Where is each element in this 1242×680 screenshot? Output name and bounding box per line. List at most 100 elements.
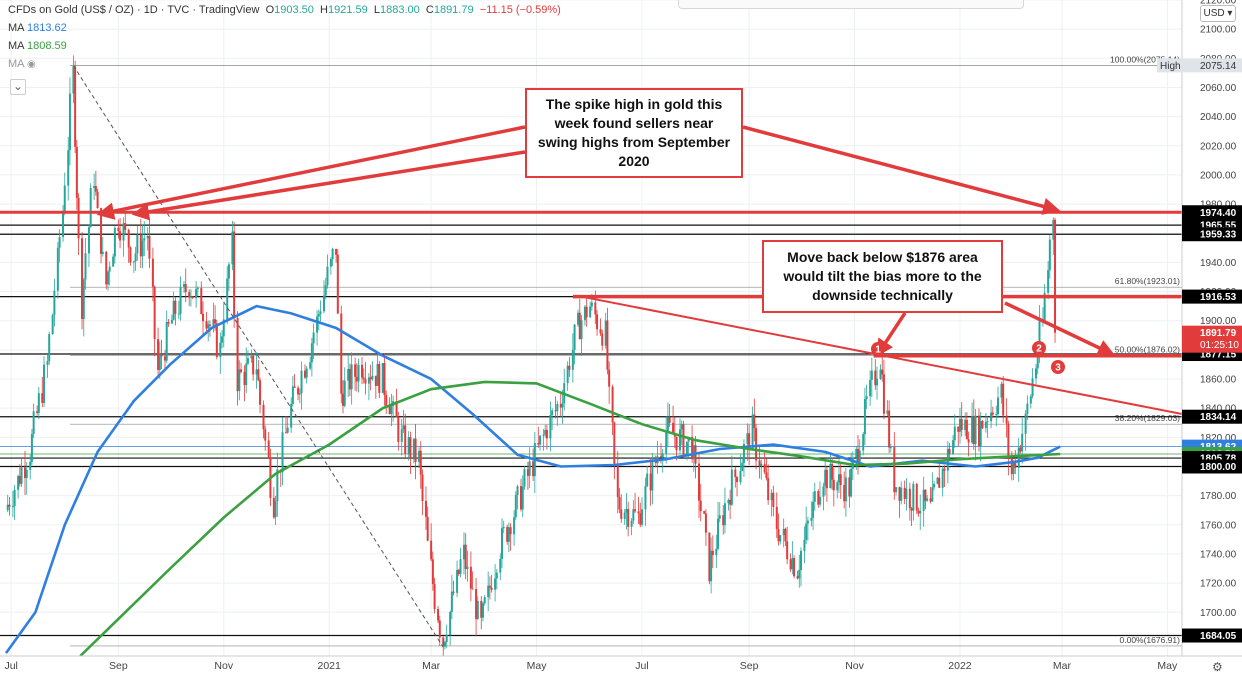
- candle: [290, 397, 293, 433]
- candle: [170, 314, 173, 324]
- candle: [77, 193, 80, 256]
- candle: [739, 454, 742, 485]
- candle-body: [879, 369, 882, 379]
- candle-body: [919, 510, 922, 514]
- candle-body: [751, 414, 754, 450]
- candle-body: [675, 436, 678, 451]
- candle-body: [806, 520, 809, 524]
- candle: [409, 431, 412, 474]
- candle: [929, 486, 932, 504]
- level-tag: 1684.05: [1200, 631, 1237, 642]
- candle-body: [967, 439, 970, 443]
- candle: [430, 523, 433, 562]
- candle: [882, 359, 885, 420]
- candle-body: [539, 435, 542, 445]
- candle-body: [400, 429, 403, 442]
- candle-body: [948, 448, 951, 454]
- candle: [960, 402, 963, 437]
- candle-body: [666, 417, 669, 431]
- candle: [43, 356, 46, 408]
- candle-body: [559, 403, 562, 408]
- ma2-legend[interactable]: MA 1808.59: [8, 40, 67, 52]
- fib-label: 38.20%(1829.03): [1115, 413, 1180, 423]
- ma2-value: 1808.59: [26, 40, 67, 52]
- candle: [981, 419, 984, 430]
- candle: [915, 482, 918, 515]
- candle-body: [402, 425, 405, 430]
- candle-body: [796, 576, 799, 579]
- candle: [926, 495, 929, 503]
- candle-body: [385, 395, 388, 406]
- candle: [122, 217, 125, 257]
- candle: [1041, 307, 1044, 327]
- candle: [94, 170, 97, 196]
- candle-body: [43, 364, 46, 403]
- candle: [680, 420, 683, 446]
- candle-body: [151, 258, 154, 287]
- candle-body: [639, 513, 642, 525]
- candle: [627, 501, 630, 537]
- candle-body: [81, 238, 84, 320]
- level-tag-bg: [1182, 459, 1242, 474]
- candle: [523, 466, 526, 490]
- candle-body: [727, 499, 730, 504]
- candle-body: [236, 317, 239, 392]
- ma3-legend[interactable]: MA ◉: [8, 58, 36, 70]
- candle: [456, 560, 459, 598]
- candle-body: [943, 468, 946, 471]
- candle-body: [620, 509, 623, 519]
- ma1-legend[interactable]: MA 1813.62: [8, 22, 67, 34]
- candle-body: [520, 486, 523, 510]
- candle-body: [680, 424, 683, 430]
- candle-body: [407, 437, 410, 454]
- candle-body: [912, 483, 915, 511]
- candle: [836, 480, 839, 499]
- candle: [656, 440, 659, 474]
- candle: [36, 405, 39, 416]
- candle: [822, 482, 825, 511]
- time-tick-label: Jul: [635, 660, 648, 672]
- candle: [81, 232, 84, 330]
- candle-body: [979, 420, 982, 447]
- candle: [421, 469, 424, 516]
- candle-body: [931, 487, 934, 502]
- price-tick-label: 2020.00: [1200, 141, 1237, 152]
- candle: [129, 246, 132, 266]
- candle-body: [174, 300, 177, 314]
- candle-body: [957, 426, 960, 432]
- open-value: 1903.50: [274, 4, 314, 16]
- expand-icon[interactable]: ⌄: [10, 79, 26, 95]
- candle-body: [1002, 383, 1005, 416]
- candle-body: [24, 467, 27, 479]
- candle: [516, 484, 519, 510]
- candle-body: [221, 336, 224, 343]
- currency-select[interactable]: USD ▾: [1200, 5, 1236, 22]
- candle: [240, 362, 243, 374]
- candle: [839, 461, 842, 499]
- arrow-to-sep-high-1: [96, 125, 526, 220]
- candle-body: [215, 323, 218, 358]
- candle-body: [941, 468, 944, 488]
- price-tick-label: 2040.00: [1200, 112, 1237, 123]
- candle: [903, 480, 906, 505]
- candle-body: [704, 513, 707, 533]
- candle-body: [659, 456, 662, 458]
- settings-gear-icon[interactable]: ⚙: [1212, 660, 1223, 674]
- eye-hidden-icon[interactable]: ◉: [26, 59, 36, 70]
- candle: [979, 412, 982, 462]
- candle: [267, 431, 270, 459]
- chart-toolbar[interactable]: [678, 0, 1024, 9]
- candle: [222, 303, 225, 348]
- candle-body: [13, 489, 16, 507]
- price-tick-label: 1860.00: [1200, 375, 1237, 386]
- candle-body: [276, 469, 279, 502]
- time-tick-label: 2022: [948, 660, 972, 672]
- candle-body: [426, 516, 429, 541]
- candle-body: [51, 315, 54, 335]
- candle-body: [691, 436, 694, 460]
- candle-body: [424, 500, 427, 517]
- candle-body: [972, 416, 975, 445]
- candle-body: [703, 511, 706, 514]
- candle-body: [419, 450, 422, 475]
